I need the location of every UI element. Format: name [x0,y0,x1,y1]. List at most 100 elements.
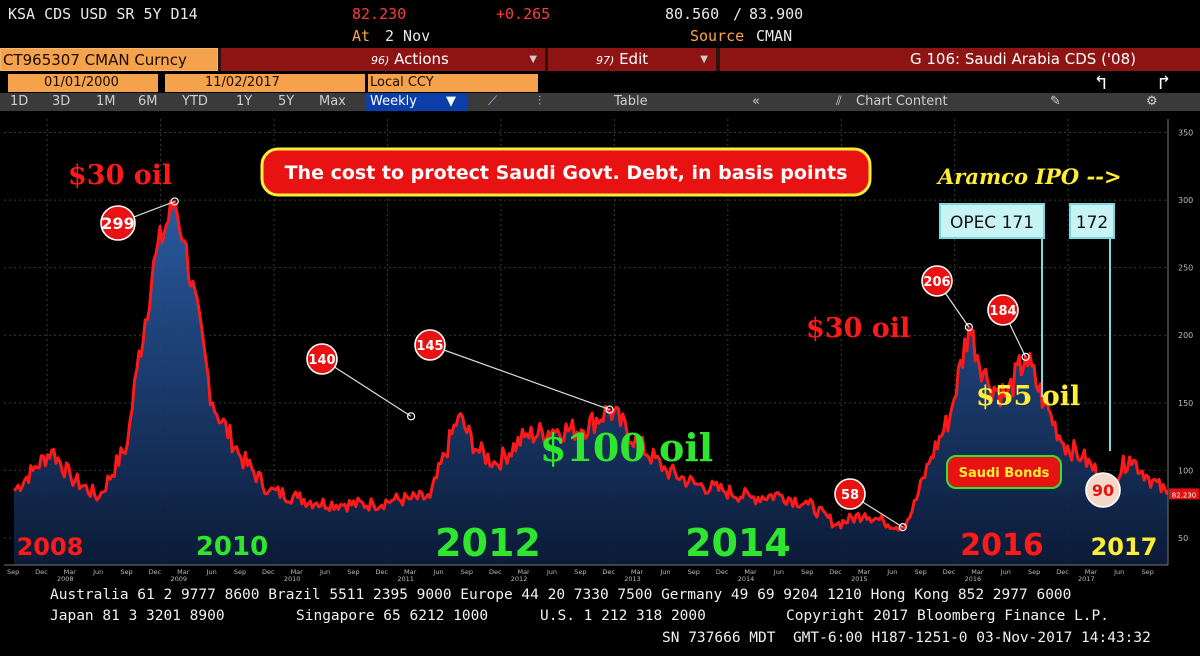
contact-singapore: Singapore 65 6212 1000 [296,608,489,624]
x-tick-label: Dec [376,568,389,576]
currency-select[interactable]: Local CCY [368,74,538,92]
label-172: 172 [1076,213,1108,233]
footer-line-1: Australia 61 2 9777 8600 Brazil 5511 239… [0,586,1200,605]
frequency-label: Weekly [370,94,417,109]
range-ytd[interactable]: YTD [182,94,208,109]
command-bar: CT965307 CMAN Curncy 96) Actions ▼ 97) E… [0,48,1200,71]
value-bubble-label: 140 [308,353,335,368]
chart-content-button[interactable]: Chart Content [856,94,948,109]
x-tick-label: Mar [404,568,417,576]
bubble-anchor-point [605,405,614,414]
opec-label: OPEC 171 [950,213,1034,233]
undo-arrow-icon[interactable]: ↰ [1094,70,1108,94]
y-tick-label: 100 [1178,466,1193,475]
range-1y[interactable]: 1Y [236,94,253,109]
cds-series-line [12,199,1169,532]
edit-menu[interactable]: 97) Edit ▼ [548,48,716,71]
session-info: SN 737666 MDT GMT-6:00 H187-1251-0 03-No… [662,630,1151,646]
cds-chart: 50 100 150 200 250 300 350 Sep Dec Mar Jun Sep Dec M… [4,119,1199,581]
x-year-label: 2014 [738,575,755,581]
oil-30-right-label: $30 oil [806,313,910,344]
x-tick-label: Jun [773,568,784,576]
x-tick-label: Dec [943,568,956,576]
box-172 [1069,203,1115,239]
x-tick-label: Sep [347,568,359,576]
actions-key: 96) [371,54,390,67]
x-tick-label: Jun [206,568,217,576]
chevron-down-icon: ▼ [446,94,456,109]
range-max[interactable]: Max [319,94,346,109]
start-date-field[interactable]: 01/01/2000 [8,74,158,92]
edit-label: Edit [619,50,649,68]
x-tick-label: Mar [1085,568,1098,576]
value-bubble-label: 184 [989,304,1016,319]
table-button[interactable]: Table [614,94,648,109]
y-axis: 50 100 150 200 250 300 350 [1167,119,1193,565]
range-3d[interactable]: 3D [52,94,71,109]
at-date: 2 Nov [385,27,431,45]
range-6m[interactable]: 6M [138,94,158,109]
saudi-bonds-box [946,455,1062,489]
x-axis: Sep Dec Mar Jun Sep Dec Mar Jun Sep Dec Mar Jun Sep D… [4,564,1168,581]
chart-toolbar: 1D 3D 1M 6M YTD 1Y 5Y Max Weekly ▼ ⟋ ⫶ T… [0,93,1200,111]
headline-text: The cost to protect Saudi Govt. Debt, in… [285,162,848,184]
value-bubble [987,294,1019,326]
source-value: CMAN [756,27,793,45]
aramco-ipo-label: Aramco IPO --> [936,164,1122,189]
source-label: Source [690,27,745,45]
x-tick-label: Dec [1056,568,1069,576]
collapse-icon[interactable]: « [752,94,760,109]
x-tick-label: Mar [858,568,871,576]
redo-arrow-icon[interactable]: ↱ [1157,70,1171,94]
contact-japan: Japan 81 3 3201 8900 [50,608,225,624]
x-year-label: 2012 [511,575,528,581]
value-bubble [100,205,136,241]
value-bubble [1085,472,1121,508]
y-tick-label: 350 [1178,129,1193,138]
x-tick-label: Mar [631,568,644,576]
x-year-label: 2011 [397,575,414,581]
value-bubble [834,478,866,510]
range-1m[interactable]: 1M [96,94,116,109]
candlestick-icon[interactable]: ⫶ [538,94,542,109]
x-tick-label: Jun [92,568,103,576]
x-tick-label: Sep [120,568,132,576]
year-label: 2016 [960,528,1044,563]
actions-menu[interactable]: 96) Actions ▼ [221,48,545,71]
x-tick-label: Sep [1141,568,1153,576]
copyright: Copyright 2017 Bloomberg Finance L.P. [786,608,1110,624]
x-tick-label: Mar [971,568,984,576]
quote-header-row: KSA CDS USD SR 5Y D14 82.230 +0.265 80.5… [0,4,1200,25]
x-tick-label: Dec [829,568,842,576]
x-year-label: 2015 [851,575,868,581]
value-bubble-label: 299 [101,214,134,233]
end-date-field[interactable]: 11/02/2017 [165,74,365,92]
x-tick-label: Dec [602,568,615,576]
last-price: 82.230 [352,5,407,23]
frequency-select[interactable]: Weekly ▼ [366,93,468,111]
range-1d[interactable]: 1D [10,94,29,109]
x-tick-label: Jun [659,568,670,576]
year-label: 2017 [1091,533,1158,561]
gear-icon[interactable]: ⚙ [1146,94,1158,109]
edit-pencil-icon[interactable]: ✎ [1050,94,1061,109]
at-label: At [352,27,371,45]
x-tick-label: Mar [744,568,757,576]
line-chart-icon[interactable]: ⟋ [488,94,498,109]
y-tick-label: 150 [1178,399,1193,408]
year-label: 2008 [17,533,84,561]
security-field[interactable]: CT965307 CMAN Curncy [0,48,218,71]
last-value-label: 82.230 [1172,491,1197,499]
saudi-bonds-label: Saudi Bonds [959,466,1050,481]
x-year-label: 2016 [965,575,982,581]
value-bubble [414,329,446,361]
year-label: 2010 [196,532,268,562]
date-range-row: 01/01/2000 11/02/2017 Local CCY [0,72,1200,93]
y-tick-label: 200 [1178,331,1193,340]
x-year-label: 2008 [57,575,74,581]
bubble-leader-line [429,344,610,411]
x-tick-label: Dec [716,568,729,576]
headline-box [260,147,872,197]
chevron-down-icon: ▼ [700,54,708,65]
range-5y[interactable]: 5Y [278,94,295,109]
